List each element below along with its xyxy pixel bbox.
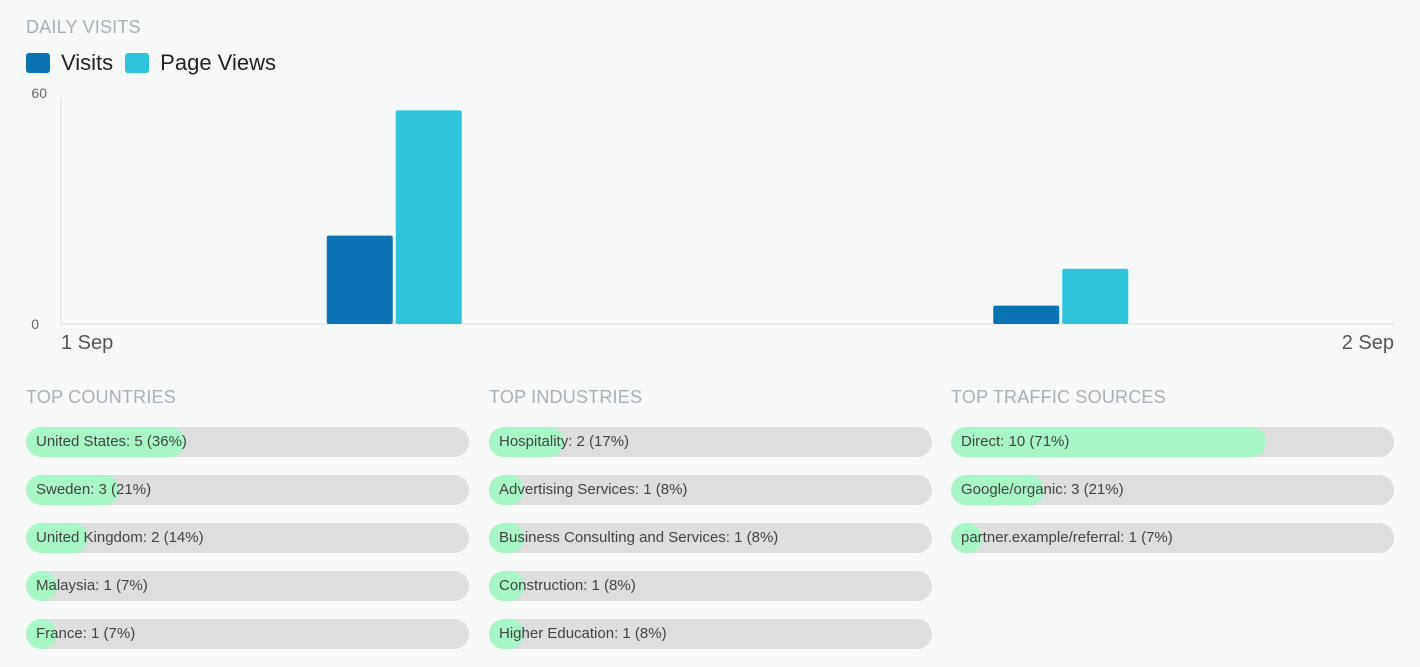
industries-row[interactable]: Higher Education: 1 (8%) bbox=[489, 619, 932, 649]
countries-row[interactable]: France: 1 (7%) bbox=[26, 619, 469, 649]
countries-bar-fill bbox=[26, 619, 57, 649]
traffic-row-label: Direct: 10 (71%) bbox=[961, 433, 1070, 450]
bar-page-views bbox=[1062, 268, 1129, 324]
top-traffic-sources-panel: TOP TRAFFIC SOURCES Direct: 10 (71%) Goog… bbox=[951, 387, 1394, 571]
industries-row[interactable]: Advertising Services: 1 (8%) bbox=[489, 475, 932, 505]
traffic-bar-fill bbox=[951, 523, 982, 553]
industries-row-label: Hospitality: 2 (17%) bbox=[499, 433, 630, 450]
industries-row-label: Advertising Services: 1 (8%) bbox=[499, 481, 688, 498]
legend-item-page-views[interactable]: Page Views bbox=[125, 50, 276, 76]
industries-bar-fill bbox=[489, 619, 525, 649]
countries-row[interactable]: United States: 5 (36%) bbox=[26, 427, 469, 457]
countries-row-label: Sweden: 3 (21%) bbox=[36, 481, 152, 498]
legend-label-page-views: Page Views bbox=[160, 50, 276, 75]
traffic-bar-fill bbox=[951, 475, 1045, 505]
industries-bar-fill bbox=[489, 427, 565, 457]
industries-bar-fill bbox=[489, 475, 525, 505]
top-industries-list: Hospitality: 2 (17%) Advertising Services… bbox=[489, 427, 932, 649]
traffic-row[interactable]: Google/organic: 3 (21%) bbox=[951, 475, 1394, 505]
industries-row[interactable]: Construction: 1 (8%) bbox=[489, 571, 932, 601]
countries-bar-fill bbox=[26, 427, 186, 457]
traffic-bar-fill bbox=[951, 427, 1266, 457]
y-tick-label: 0 bbox=[31, 316, 39, 332]
traffic-row-label: Google/organic: 3 (21%) bbox=[961, 481, 1124, 498]
countries-bar-fill bbox=[26, 475, 120, 505]
industries-row[interactable]: Hospitality: 2 (17%) bbox=[489, 427, 932, 457]
legend-swatch-visits bbox=[26, 53, 50, 73]
traffic-row-label: partner.example/referral: 1 (7%) bbox=[961, 529, 1173, 546]
countries-row-label: France: 1 (7%) bbox=[36, 625, 136, 642]
top-countries-panel: TOP COUNTRIES United States: 5 (36%) Swed… bbox=[26, 387, 469, 667]
industries-bar-fill bbox=[489, 523, 525, 553]
daily-visits-title: DAILY VISITS bbox=[26, 17, 141, 37]
bar-page-views bbox=[395, 110, 462, 324]
countries-row[interactable]: Sweden: 3 (21%) bbox=[26, 475, 469, 505]
countries-row[interactable]: United Kingdom: 2 (14%) bbox=[26, 523, 469, 553]
top-countries-title: TOP COUNTRIES bbox=[26, 387, 176, 407]
bar-visits bbox=[993, 305, 1060, 324]
top-industries-panel: TOP INDUSTRIES Hospitality: 2 (17%) Adver… bbox=[489, 387, 932, 667]
x-tick-label: 2 Sep bbox=[1342, 332, 1394, 354]
top-industries-title: TOP INDUSTRIES bbox=[489, 387, 643, 407]
industries-row-label: Business Consulting and Services: 1 (8%) bbox=[499, 529, 779, 546]
legend-item-visits[interactable]: Visits bbox=[26, 50, 113, 76]
bar-visits bbox=[326, 235, 393, 324]
traffic-row[interactable]: partner.example/referral: 1 (7%) bbox=[951, 523, 1394, 553]
chart-legend: Visits Page Views bbox=[26, 50, 288, 76]
y-tick-label: 60 bbox=[31, 85, 47, 101]
legend-label-visits: Visits bbox=[61, 50, 114, 75]
top-countries-list: United States: 5 (36%) Sweden: 3 (21%) Uni… bbox=[26, 427, 469, 649]
industries-row[interactable]: Business Consulting and Services: 1 (8%) bbox=[489, 523, 932, 553]
countries-row-label: United States: 5 (36%) bbox=[36, 433, 187, 450]
countries-row-label: United Kingdom: 2 (14%) bbox=[36, 529, 204, 546]
top-traffic-sources-list: Direct: 10 (71%) Google/organic: 3 (21%) p… bbox=[951, 427, 1394, 553]
industries-row-label: Higher Education: 1 (8%) bbox=[499, 625, 667, 642]
legend-swatch-page-views bbox=[125, 53, 150, 73]
traffic-row[interactable]: Direct: 10 (71%) bbox=[951, 427, 1394, 457]
countries-row-label: Malaysia: 1 (7%) bbox=[36, 577, 148, 594]
x-tick-label: 1 Sep bbox=[61, 332, 113, 354]
industries-row-label: Construction: 1 (8%) bbox=[499, 577, 636, 594]
daily-visits-chart: 60 0 1 Sep 2 Sep bbox=[31, 85, 1394, 354]
countries-bar-fill bbox=[26, 571, 57, 601]
top-traffic-sources-title: TOP TRAFFIC SOURCES bbox=[951, 387, 1166, 407]
countries-row[interactable]: Malaysia: 1 (7%) bbox=[26, 571, 469, 601]
industries-bar-fill bbox=[489, 571, 525, 601]
countries-bar-fill bbox=[26, 523, 89, 553]
